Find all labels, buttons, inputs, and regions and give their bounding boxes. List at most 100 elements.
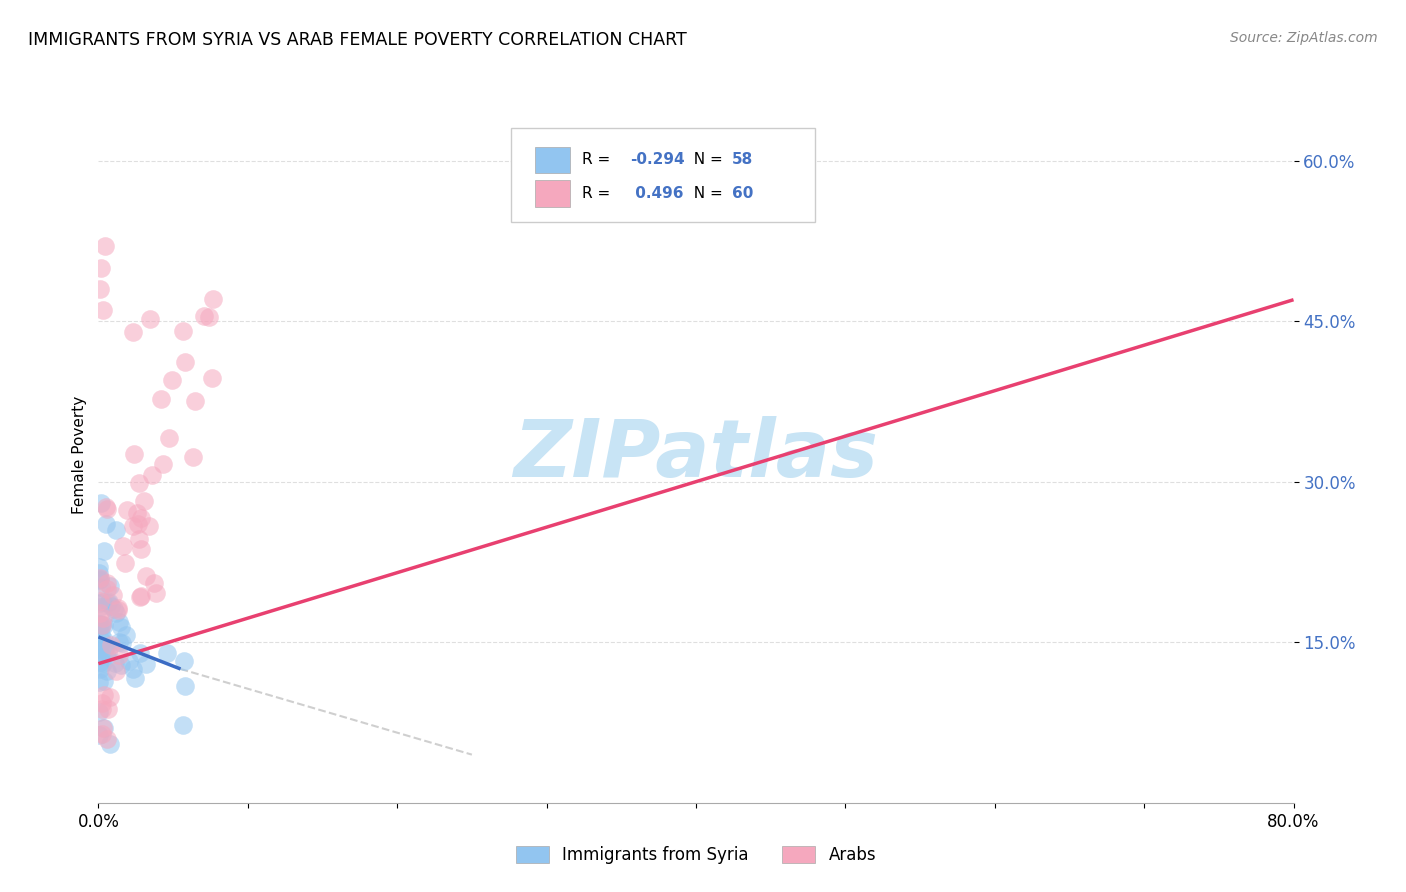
Point bbox=[145, 586, 167, 600]
Point bbox=[91, 702, 114, 716]
Text: Source: ZipAtlas.com: Source: ZipAtlas.com bbox=[1230, 31, 1378, 45]
Point bbox=[110, 620, 132, 634]
Point bbox=[89, 607, 111, 621]
Point bbox=[96, 582, 118, 596]
Point bbox=[90, 618, 112, 632]
Point bbox=[157, 431, 180, 445]
Point bbox=[128, 532, 150, 546]
Point bbox=[91, 610, 114, 624]
Point bbox=[174, 679, 197, 693]
Point bbox=[89, 572, 111, 586]
Text: 60: 60 bbox=[733, 186, 754, 201]
Y-axis label: Female Poverty: Female Poverty bbox=[72, 396, 87, 514]
Point bbox=[108, 615, 131, 630]
Point bbox=[193, 310, 215, 324]
Point bbox=[94, 239, 117, 253]
Text: N =: N = bbox=[685, 153, 728, 168]
Point bbox=[89, 705, 111, 719]
Point bbox=[129, 589, 152, 603]
Point bbox=[121, 325, 143, 339]
Point bbox=[111, 635, 134, 649]
Point bbox=[114, 556, 136, 570]
Point bbox=[90, 649, 112, 664]
Point bbox=[100, 638, 122, 652]
Point bbox=[90, 260, 112, 275]
Point bbox=[150, 392, 173, 406]
Point bbox=[96, 731, 118, 746]
Point bbox=[89, 638, 111, 652]
Point bbox=[89, 593, 111, 607]
Point bbox=[101, 588, 124, 602]
Point bbox=[89, 642, 111, 657]
Point bbox=[90, 580, 112, 594]
Point bbox=[107, 648, 129, 662]
Point bbox=[129, 646, 152, 660]
Point bbox=[90, 627, 112, 641]
Point bbox=[141, 467, 163, 482]
Point bbox=[184, 394, 207, 409]
Bar bbox=[534, 180, 571, 207]
Point bbox=[156, 646, 179, 660]
Point bbox=[89, 616, 111, 631]
Point bbox=[98, 579, 121, 593]
Point bbox=[132, 494, 155, 508]
Point bbox=[100, 599, 122, 613]
Point bbox=[138, 519, 160, 533]
Point bbox=[122, 447, 145, 461]
Text: 58: 58 bbox=[733, 153, 754, 168]
Point bbox=[142, 575, 165, 590]
Text: ZIPatlas: ZIPatlas bbox=[513, 416, 879, 494]
Point bbox=[90, 496, 112, 510]
Point bbox=[135, 569, 157, 583]
Point bbox=[128, 590, 150, 604]
Point bbox=[89, 656, 111, 670]
Point bbox=[197, 310, 219, 324]
Point bbox=[98, 595, 121, 609]
Point bbox=[94, 640, 117, 655]
Point bbox=[107, 601, 129, 615]
Point bbox=[173, 355, 195, 369]
Point bbox=[96, 517, 118, 532]
Point bbox=[90, 618, 112, 632]
Point bbox=[93, 688, 115, 702]
Point bbox=[94, 647, 117, 661]
Point bbox=[89, 282, 111, 296]
Point bbox=[105, 606, 128, 620]
Point bbox=[131, 541, 153, 556]
Point bbox=[104, 664, 127, 678]
Point bbox=[96, 576, 118, 591]
Point bbox=[91, 656, 114, 670]
Point bbox=[89, 600, 111, 615]
Point bbox=[89, 572, 111, 586]
Point bbox=[89, 573, 111, 587]
Point bbox=[96, 500, 118, 515]
Point bbox=[105, 523, 128, 537]
Point bbox=[93, 721, 115, 735]
Point bbox=[90, 696, 112, 710]
Point bbox=[152, 458, 174, 472]
Point bbox=[93, 618, 115, 632]
Point bbox=[160, 373, 183, 387]
Point bbox=[181, 450, 204, 464]
Point bbox=[110, 658, 132, 673]
Point bbox=[91, 595, 114, 609]
Point bbox=[138, 311, 160, 326]
Point bbox=[201, 371, 224, 385]
Point bbox=[89, 617, 111, 632]
Point bbox=[118, 654, 141, 668]
Point bbox=[89, 560, 111, 574]
Point bbox=[89, 675, 111, 690]
Point bbox=[96, 664, 118, 678]
Text: -0.294: -0.294 bbox=[630, 153, 685, 168]
Point bbox=[93, 544, 115, 558]
Point bbox=[91, 721, 114, 735]
Legend: Immigrants from Syria, Arabs: Immigrants from Syria, Arabs bbox=[509, 839, 883, 871]
Point bbox=[91, 727, 114, 741]
Text: R =: R = bbox=[582, 186, 616, 201]
Point bbox=[97, 645, 120, 659]
Point bbox=[127, 516, 149, 531]
Point bbox=[91, 634, 114, 648]
Point bbox=[100, 737, 122, 751]
Text: 0.496: 0.496 bbox=[630, 186, 683, 201]
Point bbox=[122, 662, 145, 676]
